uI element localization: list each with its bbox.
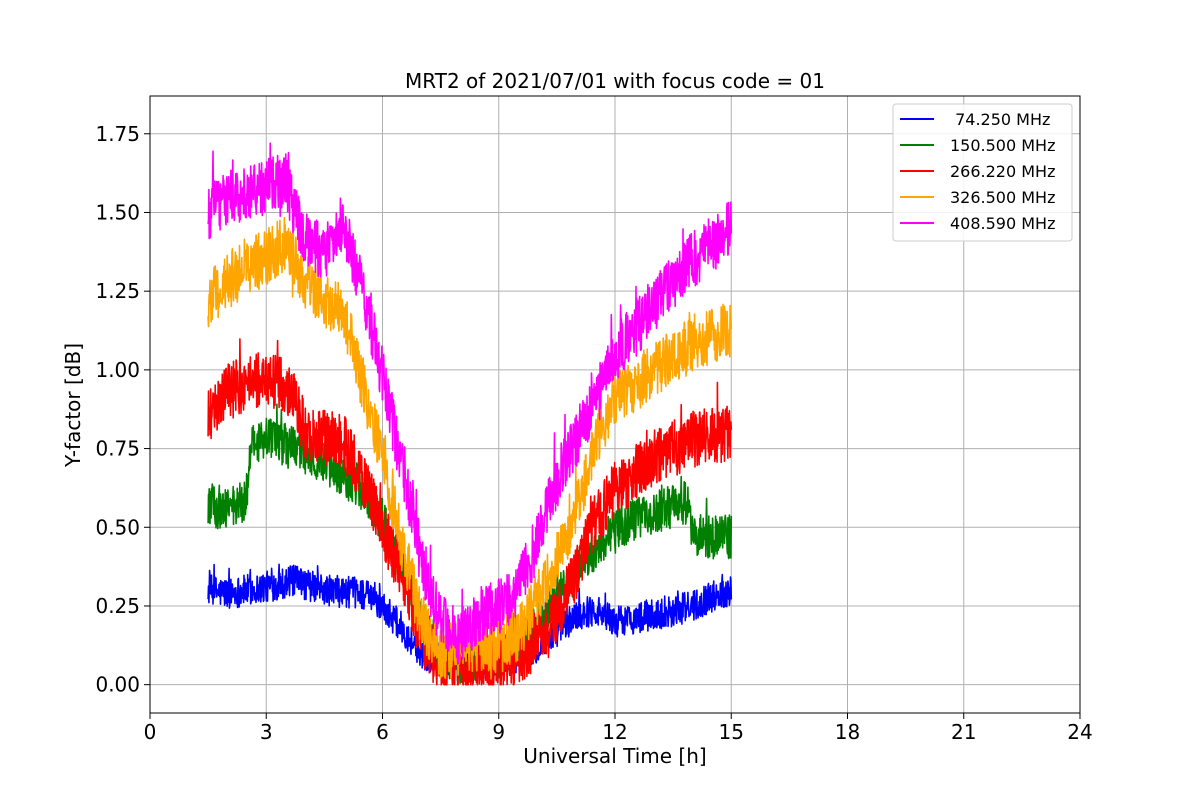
- x-tick-label: 9: [492, 720, 505, 744]
- y-tick-label: 0.00: [95, 673, 140, 697]
- x-tick-label: 15: [719, 720, 744, 744]
- legend: 74.250 MHz 150.500 MHz 266.220 MHz 326.500 …: [892, 103, 1073, 242]
- series-line-5: [207, 142, 733, 665]
- legend-label: 266.220 MHz: [950, 162, 1055, 181]
- axis-ticks: 0 3 6 9 12 15 18 21 24 0.00 0.25 0.50 0.75 1.00 1.25 1.…: [95, 122, 1092, 744]
- x-tick-label: 0: [144, 720, 157, 744]
- legend-label: 74.250 MHz: [950, 110, 1050, 129]
- x-tick-label: 21: [951, 720, 976, 744]
- plot-series: [207, 142, 733, 686]
- y-tick-label: 1.00: [95, 358, 140, 382]
- x-tick-label: 3: [260, 720, 273, 744]
- chart-title: MRT2 of 2021/07/01 with focus code = 01: [405, 69, 825, 93]
- y-tick-label: 1.75: [95, 122, 140, 146]
- legend-label: 326.500 MHz: [950, 188, 1055, 207]
- y-axis-label: Y-factor [dB]: [61, 343, 85, 468]
- legend-box: [892, 103, 1073, 242]
- x-tick-label: 6: [376, 720, 389, 744]
- x-tick-label: 18: [835, 720, 860, 744]
- x-tick-label: 12: [602, 720, 627, 744]
- legend-label: 408.590 MHz: [950, 214, 1055, 233]
- y-tick-label: 0.25: [95, 594, 140, 618]
- legend-entries: 74.250 MHz 150.500 MHz 266.220 MHz 326.500 …: [900, 110, 1055, 233]
- y-tick-label: 1.25: [95, 279, 140, 303]
- y-tick-label: 1.50: [95, 200, 140, 224]
- y-tick-label: 0.75: [95, 437, 140, 461]
- series-line-4: [207, 216, 733, 680]
- y-tick-label: 0.50: [95, 515, 140, 539]
- legend-label: 150.500 MHz: [950, 136, 1055, 155]
- x-axis-label: Universal Time [h]: [523, 744, 706, 768]
- x-tick-label: 24: [1067, 720, 1092, 744]
